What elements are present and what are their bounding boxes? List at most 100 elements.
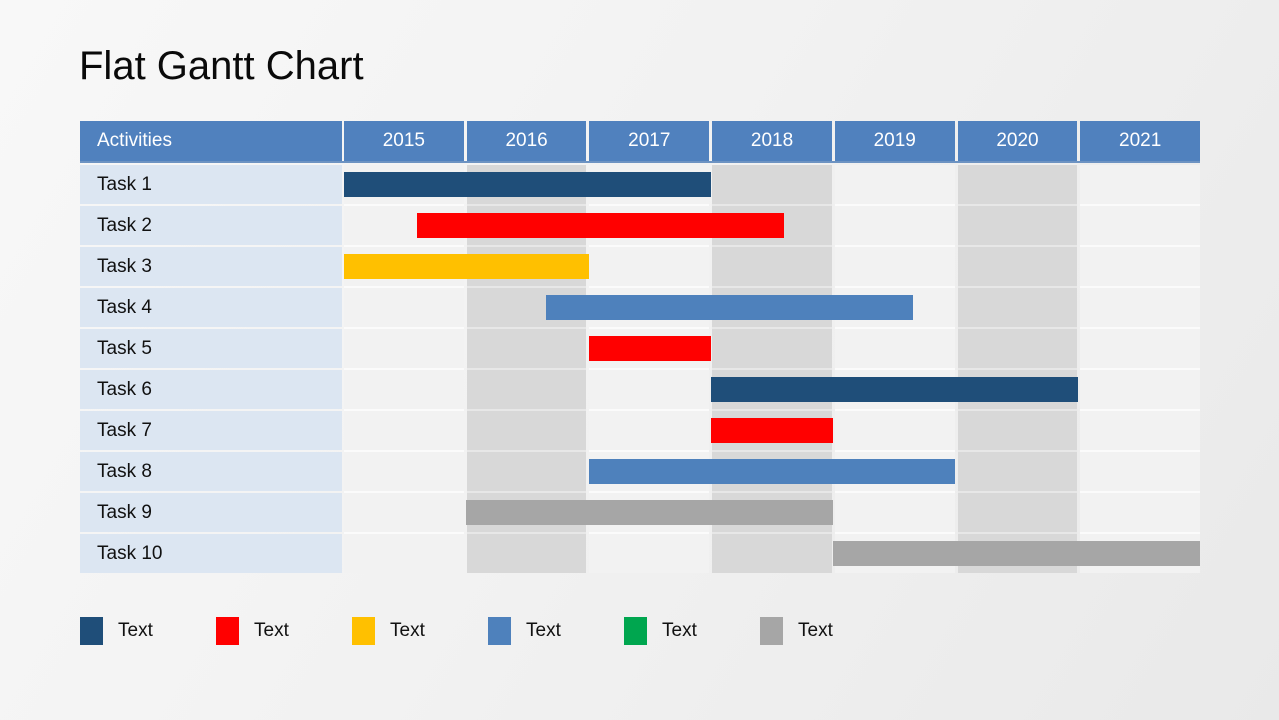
column-stripe: [957, 165, 1078, 204]
column-stripe: [344, 534, 464, 573]
legend-item: Text: [216, 617, 352, 645]
column-stripes: [344, 288, 1201, 327]
legend-label: Text: [254, 620, 289, 641]
gantt-bar: [833, 541, 1200, 566]
task-row: Task 5: [80, 329, 1201, 368]
task-chart-cell: [344, 370, 1201, 409]
gantt-bar: [710, 377, 1078, 402]
task-row: Task 4: [80, 288, 1201, 327]
legend-item: Text: [80, 617, 216, 645]
task-label-cell: Task 7: [80, 411, 342, 450]
column-stripe: [712, 247, 832, 286]
legend-label: Text: [798, 620, 833, 641]
column-stripe: [589, 534, 710, 573]
year-headers: 2015 2016 2017 2018 2019 2020 2021: [344, 121, 1201, 161]
column-stripe: [957, 247, 1078, 286]
task-label-cell: Task 10: [80, 534, 342, 573]
column-stripe: [1080, 329, 1201, 368]
task-label-cell: Task 9: [80, 493, 342, 532]
year-header-cell: 2018: [712, 121, 832, 161]
task-label-cell: Task 3: [80, 247, 342, 286]
legend-swatch: [488, 617, 511, 645]
column-stripes: [344, 247, 1201, 286]
legend-item: Text: [760, 617, 896, 645]
column-stripe: [834, 411, 955, 450]
column-stripe: [1080, 206, 1201, 245]
column-stripe: [344, 288, 464, 327]
task-label-cell: Task 5: [80, 329, 342, 368]
column-stripe: [834, 206, 955, 245]
task-label-cell: Task 1: [80, 165, 342, 204]
task-row: Task 6: [80, 370, 1201, 409]
column-stripe: [712, 534, 832, 573]
column-stripe: [1080, 452, 1201, 491]
legend: Text Text Text Text Text Text: [80, 617, 896, 645]
column-stripe: [344, 370, 464, 409]
task-row: Task 10: [80, 534, 1201, 573]
column-stripe: [589, 247, 710, 286]
legend-label: Text: [662, 620, 697, 641]
task-label-cell: Task 6: [80, 370, 342, 409]
legend-swatch: [80, 617, 103, 645]
gantt-bar: [588, 459, 956, 484]
column-stripe: [834, 165, 955, 204]
gantt-bar: [344, 254, 589, 279]
legend-swatch: [624, 617, 647, 645]
task-row: Task 2: [80, 206, 1201, 245]
gantt-bar: [344, 172, 711, 197]
year-header-cell: 2017: [589, 121, 710, 161]
task-chart-cell: [344, 288, 1201, 327]
gantt-bar: [588, 336, 711, 361]
legend-item: Text: [488, 617, 624, 645]
gantt-table: Activities 2015 2016 2017 2018 2019 2020 2021 …: [80, 121, 1201, 575]
column-stripe: [957, 411, 1078, 450]
column-stripe: [344, 329, 464, 368]
task-chart-cell: [344, 165, 1201, 204]
task-chart-cell: [344, 452, 1201, 491]
page-title: Flat Gantt Chart: [79, 44, 364, 88]
column-stripe: [957, 206, 1078, 245]
task-label-cell: Task 2: [80, 206, 342, 245]
column-stripe: [344, 493, 464, 532]
legend-label: Text: [526, 620, 561, 641]
column-stripe: [1080, 165, 1201, 204]
column-stripe: [957, 493, 1078, 532]
task-rows: Task 1 Task 2 Task 3 Task 4 Task 5 Task 6 Task…: [80, 165, 1201, 573]
task-chart-cell: [344, 329, 1201, 368]
task-label-cell: Task 8: [80, 452, 342, 491]
gantt-bar: [710, 418, 834, 443]
year-header-cell: 2016: [466, 121, 587, 161]
legend-label: Text: [390, 620, 425, 641]
column-stripe: [466, 329, 587, 368]
year-header-cell: 2015: [344, 121, 464, 161]
column-stripe: [466, 411, 587, 450]
task-row: Task 8: [80, 452, 1201, 491]
year-header-cell: 2021: [1080, 121, 1201, 161]
table-header-row: Activities 2015 2016 2017 2018 2019 2020 2021: [80, 121, 1201, 163]
column-stripes: [344, 329, 1201, 368]
column-stripe: [957, 288, 1078, 327]
gantt-bar: [545, 295, 913, 320]
column-stripe: [344, 411, 464, 450]
legend-item: Text: [624, 617, 760, 645]
column-stripe: [466, 452, 587, 491]
task-chart-cell: [344, 411, 1201, 450]
task-row: Task 3: [80, 247, 1201, 286]
column-stripe: [466, 534, 587, 573]
column-stripe: [1080, 411, 1201, 450]
task-chart-cell: [344, 534, 1201, 573]
column-stripe: [589, 370, 710, 409]
task-row: Task 9: [80, 493, 1201, 532]
column-stripe: [957, 452, 1078, 491]
task-chart-cell: [344, 247, 1201, 286]
column-stripe: [1080, 288, 1201, 327]
column-stripe: [1080, 370, 1201, 409]
legend-item: Text: [352, 617, 488, 645]
column-stripe: [466, 370, 587, 409]
year-header-cell: 2019: [834, 121, 955, 161]
column-stripe: [834, 247, 955, 286]
gantt-bar: [417, 213, 785, 238]
year-header-cell: 2020: [957, 121, 1078, 161]
legend-swatch: [216, 617, 239, 645]
